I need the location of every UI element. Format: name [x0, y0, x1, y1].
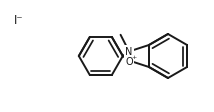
Text: +: +	[131, 55, 137, 59]
Text: N: N	[125, 47, 133, 57]
Text: O: O	[125, 56, 133, 66]
Text: I⁻: I⁻	[14, 13, 24, 26]
